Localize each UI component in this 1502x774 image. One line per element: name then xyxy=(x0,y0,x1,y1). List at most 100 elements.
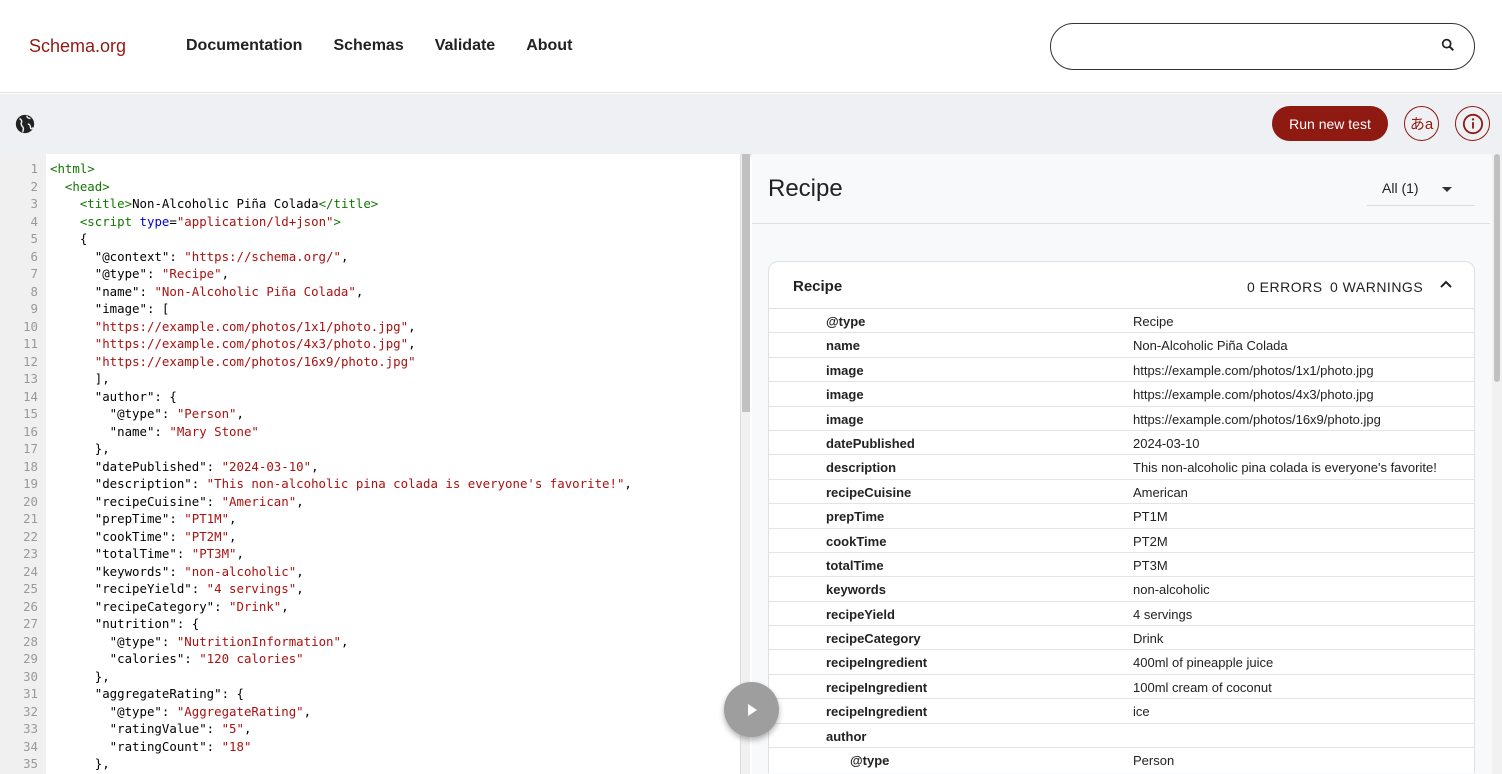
language-button[interactable]: あa xyxy=(1404,106,1439,141)
code-token: "non-alcoholic" xyxy=(184,563,297,579)
code-token: "application/ld+json" xyxy=(176,213,334,229)
code-line: 35 }, xyxy=(0,755,632,773)
property-value: 2024-03-10 xyxy=(1133,435,1200,451)
code-line: 1 <html> xyxy=(0,160,632,178)
line-number: 21 xyxy=(23,511,38,526)
line-number: 17 xyxy=(23,441,38,456)
line-text: "@type": "NutritionInformation", xyxy=(38,633,349,651)
code-line: 7 "@type": "Recipe", xyxy=(0,265,632,283)
schema-org-logo[interactable]: Schema.org xyxy=(29,36,127,56)
line-number: 13 xyxy=(23,371,38,386)
line-text: "https://example.com/photos/16x9/photo.j… xyxy=(38,353,416,371)
code-line: 33 "ratingValue": "5", xyxy=(0,720,632,738)
line-number: 28 xyxy=(23,633,38,649)
table-row: recipeCuisine American xyxy=(769,480,1474,505)
nav-documentation[interactable]: Documentation xyxy=(186,37,303,54)
code-line: 4 <script type="application/ld+json"> xyxy=(0,213,632,231)
code-line: 5 { xyxy=(0,230,632,248)
line-number: 22 xyxy=(23,528,38,544)
code-lines[interactable]: 1 <html> 2 <head> 3 <title>Non-Alcoholic Pi… xyxy=(0,160,632,773)
line-number: 30 xyxy=(23,668,38,684)
code-token: "@type": xyxy=(50,406,177,421)
card-header[interactable]: Recipe 0 ERRORS 0 WARNINGS xyxy=(769,262,1474,309)
run-test-play-button[interactable] xyxy=(724,682,779,737)
table-row: recipeCategory Drink xyxy=(769,626,1474,651)
code-token: "ratingValue": xyxy=(50,721,222,736)
code-token: "recipeCuisine": xyxy=(50,493,222,509)
code-token xyxy=(50,336,95,351)
table-row: @type Recipe xyxy=(769,309,1474,334)
property-value: ice xyxy=(1133,704,1150,720)
code-token: "description": xyxy=(50,476,207,491)
property-name: author xyxy=(826,728,867,744)
code-token: "5" xyxy=(221,721,244,736)
code-token: "recipeCategory": xyxy=(50,598,230,614)
property-value: This non-alcoholic pina colada is everyo… xyxy=(1133,460,1437,476)
code-line: 19 "description": "This non-alcoholic pi… xyxy=(0,475,632,493)
line-text: "name": "Mary Stone" xyxy=(38,423,259,441)
line-text: "aggregateRating": { xyxy=(38,685,244,703)
line-text: "ratingValue": "5", xyxy=(38,720,252,738)
code-token: "Mary Stone" xyxy=(169,423,259,439)
line-text: }, xyxy=(38,440,110,458)
nav-about[interactable]: About xyxy=(526,37,573,54)
table-row: author xyxy=(769,724,1474,749)
code-line: 10 "https://example.com/photos/1x1/photo… xyxy=(0,318,632,336)
collapse-chevron-icon[interactable] xyxy=(1439,276,1453,292)
code-token: "https://example.com/photos/4x3/photo.jp… xyxy=(94,336,409,351)
filter-dropdown[interactable]: All (1) xyxy=(1367,172,1475,206)
line-text: "image": [ xyxy=(38,300,170,318)
code-line: 20 "recipeCuisine": "American", xyxy=(0,493,632,511)
run-new-test-button[interactable]: Run new test xyxy=(1272,106,1388,141)
line-number: 23 xyxy=(23,546,38,561)
line-number: 12 xyxy=(23,353,38,369)
code-token: "nutrition": { xyxy=(50,616,200,631)
results-scrollbar[interactable] xyxy=(1492,154,1502,774)
code-token: "@context": xyxy=(50,248,185,264)
globe-icon[interactable] xyxy=(14,113,36,140)
code-token: <title> xyxy=(79,196,133,211)
line-number: 4 xyxy=(30,213,38,229)
code-line: 22 "cookTime": "PT2M", xyxy=(0,528,632,546)
line-text: "https://example.com/photos/4x3/photo.jp… xyxy=(38,335,416,353)
code-line: 29 "calories": "120 calories" xyxy=(0,650,632,668)
results-title: Recipe xyxy=(768,175,843,202)
errors-count: 0 ERRORS xyxy=(1247,279,1323,295)
code-token: <head> xyxy=(64,178,110,194)
code-token: <html> xyxy=(50,161,95,176)
code-line: 8 "name": "Non-Alcoholic Piña Colada", xyxy=(0,283,632,301)
code-token: "NutritionInformation" xyxy=(176,633,341,649)
nav-validate[interactable]: Validate xyxy=(434,37,496,54)
nav-schemas[interactable]: Schemas xyxy=(333,37,404,54)
line-text: "recipeYield": "4 servings", xyxy=(38,580,304,598)
line-number: 29 xyxy=(23,651,38,666)
table-row: datePublished 2024-03-10 xyxy=(769,431,1474,456)
code-line: 12 "https://example.com/photos/16x9/phot… xyxy=(0,353,632,371)
property-name: recipeIngredient xyxy=(826,655,928,671)
editor-scrollbar[interactable] xyxy=(740,154,750,774)
code-token: Non-Alcoholic Piña Colada xyxy=(132,196,319,211)
line-text: "author": { xyxy=(38,388,177,406)
property-value: 400ml of pineapple juice xyxy=(1133,655,1274,671)
code-token: , xyxy=(236,406,244,421)
search-input[interactable] xyxy=(1071,36,1431,58)
line-text: "calories": "120 calories" xyxy=(38,650,304,668)
play-icon xyxy=(747,703,757,716)
line-number: 18 xyxy=(23,458,38,474)
property-value: PT3M xyxy=(1133,557,1168,573)
main-nav: Documentation Schemas Validate About xyxy=(186,37,572,55)
info-button[interactable] xyxy=(1455,106,1490,141)
code-token: "4 servings" xyxy=(206,581,297,596)
code-editor[interactable]: 1 <html> 2 <head> 3 <title>Non-Alcoholic Pi… xyxy=(0,154,740,774)
line-text: "@context": "https://schema.org/", xyxy=(38,248,349,266)
line-text: "https://example.com/photos/1x1/photo.jp… xyxy=(38,318,416,336)
code-line: 30 }, xyxy=(0,668,632,686)
line-text: "prepTime": "PT1M", xyxy=(38,510,237,528)
property-value: Recipe xyxy=(1133,314,1174,329)
code-token: , xyxy=(296,581,304,596)
code-token: , xyxy=(243,721,252,736)
search-icon[interactable] xyxy=(1440,37,1456,58)
property-value: Drink xyxy=(1133,631,1164,647)
line-number: 6 xyxy=(30,248,38,264)
code-token: "prepTime": xyxy=(50,511,185,526)
